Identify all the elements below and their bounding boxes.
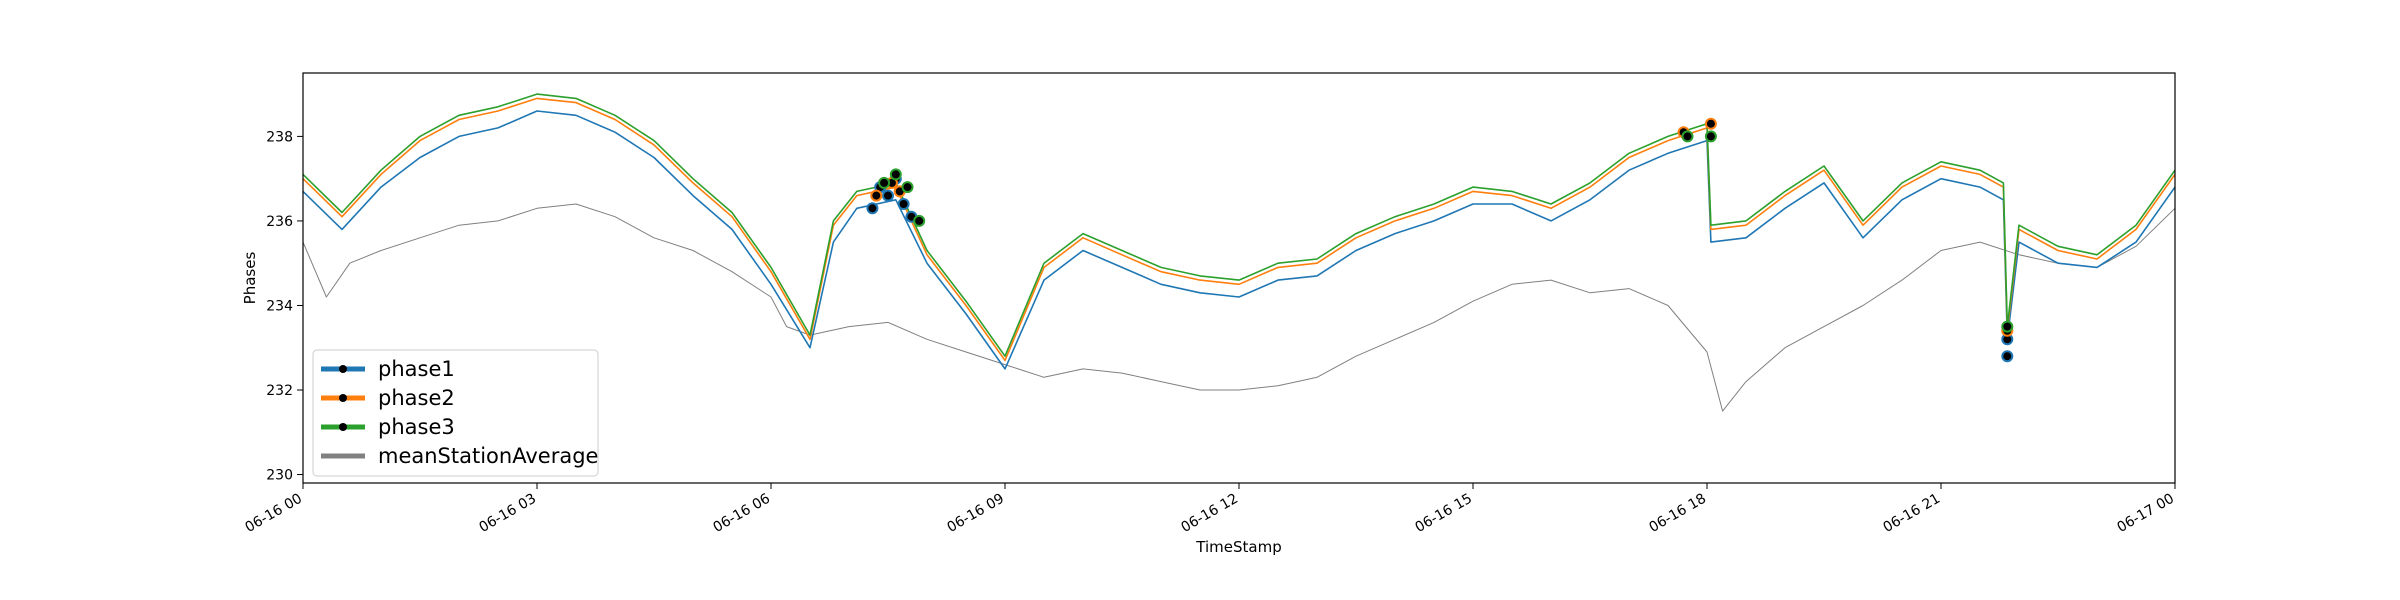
point-marker-phase1	[2001, 350, 2014, 363]
x-axis-label: TimeStamp	[1195, 538, 1281, 556]
point-marker-phase3	[2001, 320, 2014, 333]
point-marker-phase3	[913, 214, 926, 227]
y-tick-label: 230	[266, 468, 293, 484]
legend: phase1 phase2 phase3 meanStationAverage	[312, 349, 599, 477]
legend-marker-phase1	[339, 365, 347, 373]
legend-label-phase1: phase1	[378, 357, 455, 381]
y-tick-label: 234	[266, 298, 293, 314]
point-marker-phase1	[866, 202, 879, 215]
y-tick-label: 236	[266, 214, 293, 230]
point-marker-phase3	[901, 181, 914, 194]
point-marker-phase1	[882, 189, 894, 202]
series-layer	[302, 93, 2176, 412]
series-line-phase1	[302, 110, 2176, 370]
point-marker-phase3	[889, 168, 902, 181]
series-line-meanStationAverage	[302, 203, 2176, 412]
legend-marker-phase3	[339, 423, 347, 431]
series-line-phase2	[302, 97, 2176, 362]
legend-label-phase3: phase3	[378, 415, 455, 439]
point-marker-phase1	[897, 198, 910, 210]
legend-label-meanStationAverage: meanStationAverage	[378, 444, 598, 468]
y-tick-label: 232	[266, 383, 293, 399]
point-marker-phase3	[1704, 130, 1717, 143]
point-marker-phase3	[1681, 130, 1694, 143]
legend-label-phase2: phase2	[378, 386, 455, 410]
point-marker-phase2	[870, 189, 883, 202]
series-line-phase3	[302, 93, 2176, 358]
y-tick-label: 238	[266, 129, 293, 145]
legend-box	[312, 349, 599, 477]
legend-marker-phase2	[339, 394, 347, 402]
highlighted-points-layer	[866, 117, 2014, 363]
y-axis-label: Phases	[241, 252, 259, 305]
point-marker-phase3	[878, 176, 891, 189]
point-marker-phase2	[1704, 117, 1717, 130]
